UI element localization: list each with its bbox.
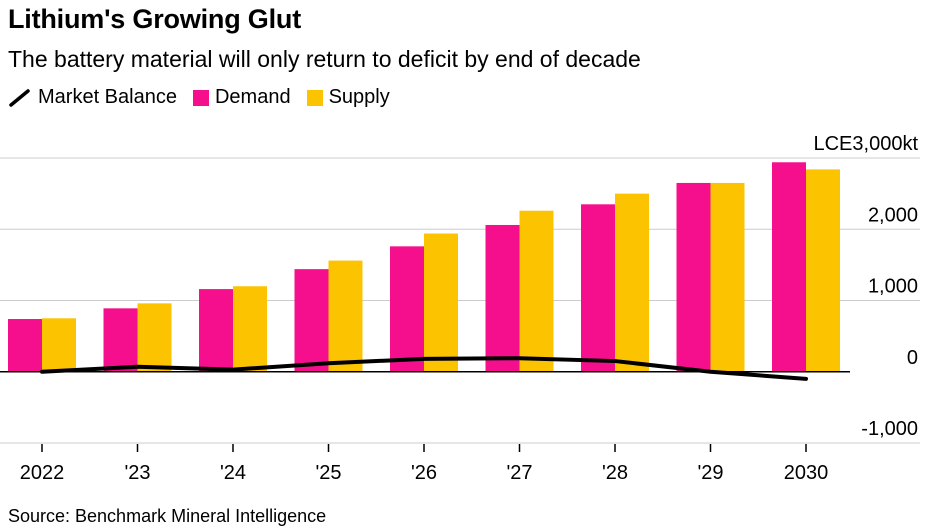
- series-line-market-balance: [40, 356, 808, 381]
- bar-demand: [772, 162, 806, 372]
- bar-supply: [42, 318, 76, 372]
- bar-demand: [581, 204, 615, 372]
- bar-supply: [137, 303, 172, 372]
- bar-supply: [233, 286, 267, 372]
- bar-demand: [199, 289, 233, 372]
- bar-demand: [294, 269, 329, 372]
- chart-subtitle: The battery material will only return to…: [8, 46, 641, 72]
- line-swatch-icon: [9, 88, 30, 107]
- x-tick-label: '24: [220, 462, 246, 484]
- y-tick-label: LCE3,000kt: [813, 133, 918, 155]
- bar-supply: [806, 169, 840, 372]
- bar-supply: [328, 260, 363, 372]
- y-tick-label: -1,000: [861, 418, 918, 440]
- legend-item-supply: Supply: [306, 86, 390, 109]
- x-tick-label: '23: [124, 462, 150, 484]
- x-tick-label: '27: [506, 462, 532, 484]
- y-tick-label: 0: [907, 347, 918, 369]
- supply-swatch-icon: [306, 89, 323, 106]
- y-tick-label: 1,000: [868, 276, 918, 298]
- legend-label-supply: Supply: [328, 86, 390, 108]
- bar-demand: [103, 308, 138, 372]
- bar-demand: [8, 319, 42, 372]
- x-tick-label: '29: [697, 462, 723, 484]
- bar-supply: [424, 233, 458, 372]
- source-note: Source: Benchmark Mineral Intelligence: [8, 506, 327, 526]
- bar-supply: [519, 210, 554, 372]
- legend-label-market-balance: Market Balance: [38, 86, 177, 108]
- x-tick-label: '25: [315, 462, 341, 484]
- demand-swatch-icon: [192, 89, 209, 106]
- x-tick-label: 2022: [20, 462, 65, 484]
- y-tick-label: 2,000: [868, 204, 918, 226]
- legend-item-demand: Demand: [192, 86, 291, 109]
- legend-label-demand: Demand: [214, 86, 291, 108]
- x-tick-label: '28: [602, 462, 628, 484]
- bar-demand: [390, 246, 424, 372]
- bar-supply: [615, 193, 649, 372]
- bar-demand: [485, 224, 520, 372]
- legend-item-market-balance: Market Balance: [8, 86, 177, 109]
- x-tick-label: 2030: [784, 462, 829, 484]
- legend: Market Balance Demand Supply: [8, 86, 406, 109]
- bar-demand: [676, 182, 711, 372]
- x-tick-label: '26: [411, 462, 437, 484]
- bar-supply: [710, 182, 745, 372]
- chart-title: Lithium's Growing Glut: [8, 4, 301, 34]
